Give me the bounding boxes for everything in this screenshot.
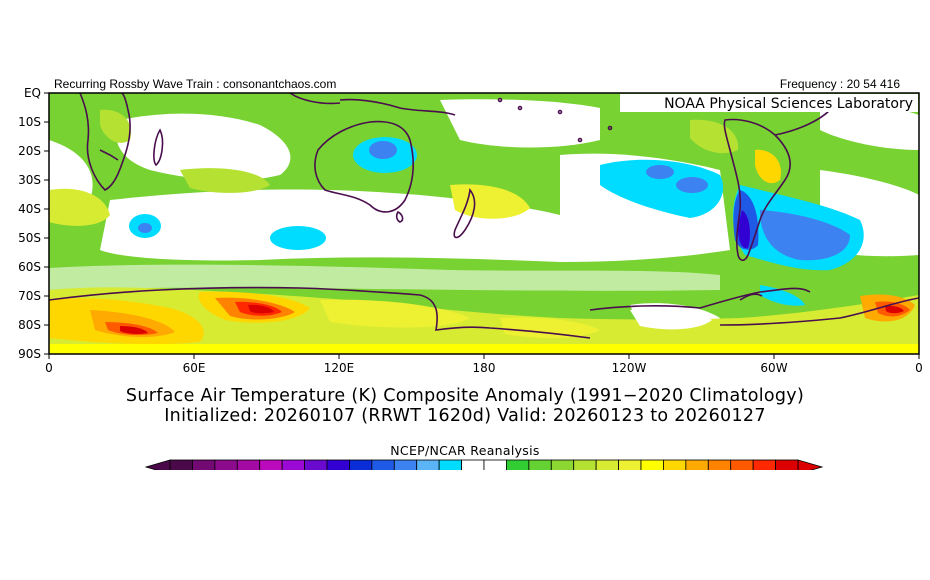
- caption-line-1: Surface Air Temperature (K) Composite An…: [125, 386, 805, 406]
- lon-tick-label: 0: [915, 361, 923, 375]
- colorbar: −6−5−4−3−2−10123456: [144, 459, 824, 470]
- colorbar-high-arrow: [797, 459, 824, 470]
- lat-tick-label: 10S: [18, 115, 41, 129]
- colorbar-swatch: [573, 459, 597, 470]
- lon-tick-label: 60E: [183, 361, 206, 375]
- colorbar-swatch: [461, 459, 485, 470]
- lat-tick-label: 70S: [18, 289, 41, 303]
- colorbar-swatch: [236, 459, 261, 470]
- colorbar-swatch: [214, 459, 238, 470]
- colorbar-swatch: [550, 459, 575, 470]
- header-frequency-text: Frequency : 20 54 416: [779, 77, 900, 91]
- lat-tick-label: 60S: [18, 260, 41, 274]
- lon-tick-label: 180: [473, 361, 496, 375]
- lat-tick-label: 50S: [18, 231, 41, 245]
- anomaly-map: NOAA Physical Sciences Laboratory EQ 10S 2…: [18, 86, 923, 470]
- colorbar-swatch: [416, 459, 440, 470]
- colorbar-swatch: [483, 459, 507, 470]
- colorbar-swatch: [595, 459, 619, 470]
- noaa-watermark: NOAA Physical Sciences Laboratory: [664, 96, 913, 112]
- lon-tick-label: 0: [45, 361, 53, 375]
- header-left-text: Recurring Rossby Wave Train : consonantc…: [54, 77, 337, 91]
- colorbar-title: NCEP/NCAR Reanalysis: [390, 443, 540, 458]
- coastlines: [49, 93, 919, 339]
- lat-tick-label: EQ: [24, 86, 41, 100]
- lat-tick-label: 30S: [18, 173, 41, 187]
- lon-tick-label: 60W: [760, 361, 787, 375]
- colorbar-swatch: [752, 459, 776, 470]
- colorbar-swatch: [192, 459, 216, 470]
- caption-line-2: Initialized: 20260107 (RRWT 1620d) Valid…: [164, 406, 766, 426]
- lon-tick-label: 120E: [324, 361, 355, 375]
- colorbar-swatch: [663, 459, 687, 470]
- lat-tick-label: 90S: [18, 347, 41, 361]
- colorbar-swatch: [618, 459, 642, 470]
- colorbar-swatch: [528, 459, 552, 470]
- colorbar-swatch: [640, 459, 664, 470]
- colorbar-swatch: [393, 459, 418, 470]
- colorbar-swatch: [371, 459, 395, 470]
- lat-tick-label: 20S: [18, 144, 41, 158]
- anomaly-field: [49, 93, 919, 354]
- colorbar-swatch: [326, 459, 350, 470]
- lat-tick-label: 80S: [18, 318, 41, 332]
- lon-axis: 0 60E 120E 180 120W 60W 0: [45, 354, 923, 375]
- lat-tick-label: 40S: [18, 202, 41, 216]
- colorbar-swatch: [259, 459, 283, 470]
- colorbar-swatch: [169, 459, 193, 470]
- colorbar-swatch: [349, 459, 373, 470]
- colorbar-swatch: [685, 459, 709, 470]
- colorbar-swatch: [281, 459, 305, 470]
- colorbar-swatch: [707, 459, 732, 470]
- colorbar-swatch: [304, 459, 328, 470]
- lat-axis: EQ 10S 20S 30S 40S 50S 60S 70S 80S 90S: [18, 86, 49, 361]
- lon-tick-label: 120W: [612, 361, 647, 375]
- colorbar-swatch: [506, 459, 530, 470]
- colorbar-low-arrow: [144, 459, 171, 470]
- colorbar-swatch: [730, 459, 754, 470]
- colorbar-swatch: [775, 459, 799, 470]
- colorbar-swatch: [438, 459, 462, 470]
